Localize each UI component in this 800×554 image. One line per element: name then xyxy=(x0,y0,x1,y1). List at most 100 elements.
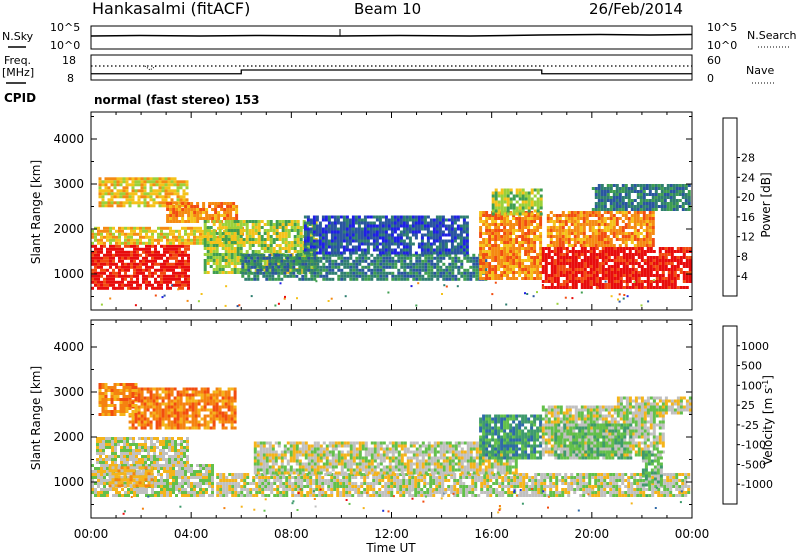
power-cell xyxy=(100,262,103,266)
power-cell xyxy=(203,223,207,226)
power-cell xyxy=(408,218,412,222)
power-cell xyxy=(175,250,178,254)
power-cell xyxy=(124,262,127,266)
power-cell xyxy=(116,177,120,181)
power-cell xyxy=(494,217,498,220)
power-cell xyxy=(672,193,676,196)
power-cell xyxy=(131,180,135,184)
power-cell xyxy=(432,239,436,243)
power-cell xyxy=(327,221,331,225)
power-cell xyxy=(663,205,667,208)
power-cell xyxy=(166,274,169,278)
power-cell xyxy=(124,274,127,278)
power-cell xyxy=(145,229,148,233)
power-cell xyxy=(214,217,218,220)
power-cell xyxy=(613,280,617,283)
power-cell xyxy=(518,262,522,265)
power-cell xyxy=(385,274,389,278)
power-cell xyxy=(625,256,629,259)
power-cell xyxy=(381,215,385,219)
power-cell xyxy=(221,256,225,259)
power-cell xyxy=(414,224,418,228)
power-cell xyxy=(161,177,165,181)
power-cell xyxy=(287,220,291,223)
power-cell xyxy=(259,262,263,266)
power-cell xyxy=(622,280,626,283)
power-cell xyxy=(442,268,446,272)
power-cell xyxy=(658,262,662,265)
power-cell xyxy=(619,256,623,259)
power-cell xyxy=(164,180,168,184)
power-cell xyxy=(583,250,587,253)
power-cell xyxy=(402,215,406,219)
power-cell xyxy=(349,271,353,275)
power-cell xyxy=(384,251,388,255)
power-cell xyxy=(351,227,355,231)
power-cell xyxy=(185,180,189,184)
power-cell xyxy=(139,238,142,242)
power-cell xyxy=(184,271,187,275)
power-cell xyxy=(103,286,106,290)
power-cell xyxy=(469,256,473,260)
power-cell xyxy=(127,286,130,290)
power-cell xyxy=(349,256,353,260)
power-cell xyxy=(218,268,222,271)
power-cell xyxy=(172,274,175,278)
power-cell xyxy=(187,247,190,251)
power-cell xyxy=(181,274,184,278)
power-cell xyxy=(664,277,668,280)
power-cell xyxy=(553,265,557,268)
power-cell xyxy=(127,241,130,245)
power-cell xyxy=(301,256,305,260)
power-cell xyxy=(450,239,454,243)
power-cell xyxy=(648,193,652,196)
power-cell xyxy=(524,194,528,198)
power-cell xyxy=(275,223,279,226)
noise-left-tick-bottom: 10^0 xyxy=(50,39,80,52)
power-cell xyxy=(485,250,489,253)
power-cell xyxy=(409,265,413,269)
power-cell xyxy=(585,223,589,226)
power-cell xyxy=(491,200,495,204)
power-cell xyxy=(453,236,457,240)
power-cell xyxy=(450,221,454,225)
velocity-cell xyxy=(136,494,139,497)
power-cell xyxy=(432,242,436,246)
power-cell xyxy=(451,262,455,266)
power-cell xyxy=(592,265,596,268)
power-cell xyxy=(217,202,221,205)
power-cell xyxy=(160,235,163,239)
power-cell xyxy=(405,242,409,246)
power-cell xyxy=(567,238,571,241)
power-cell xyxy=(679,259,683,262)
power-cell xyxy=(230,250,234,253)
power-cell xyxy=(445,268,449,272)
power-cell xyxy=(242,244,246,247)
power-cell xyxy=(227,244,231,247)
power-cell xyxy=(670,262,674,265)
power-cell xyxy=(494,197,498,201)
power-cell xyxy=(607,253,611,256)
power-cell xyxy=(688,280,692,283)
power-cell xyxy=(524,274,528,277)
power-cell xyxy=(420,242,424,246)
power-cell xyxy=(272,247,276,250)
power-cell xyxy=(515,209,519,213)
power-cell xyxy=(277,265,281,269)
power-cell xyxy=(594,229,598,232)
power-cell xyxy=(109,229,112,233)
power-cell xyxy=(597,241,601,244)
power-cell xyxy=(442,256,446,260)
power-cell xyxy=(648,199,652,202)
power-cell xyxy=(612,193,616,196)
power-cell xyxy=(205,208,209,211)
power-cell xyxy=(456,248,460,252)
power-cell xyxy=(289,262,293,266)
power-cell xyxy=(372,242,376,246)
power-cell xyxy=(482,214,486,217)
power-cell xyxy=(475,265,479,269)
power-cell xyxy=(600,217,604,220)
power-cell xyxy=(591,226,595,229)
power-cell xyxy=(424,256,428,260)
velocity-cell xyxy=(100,470,103,473)
